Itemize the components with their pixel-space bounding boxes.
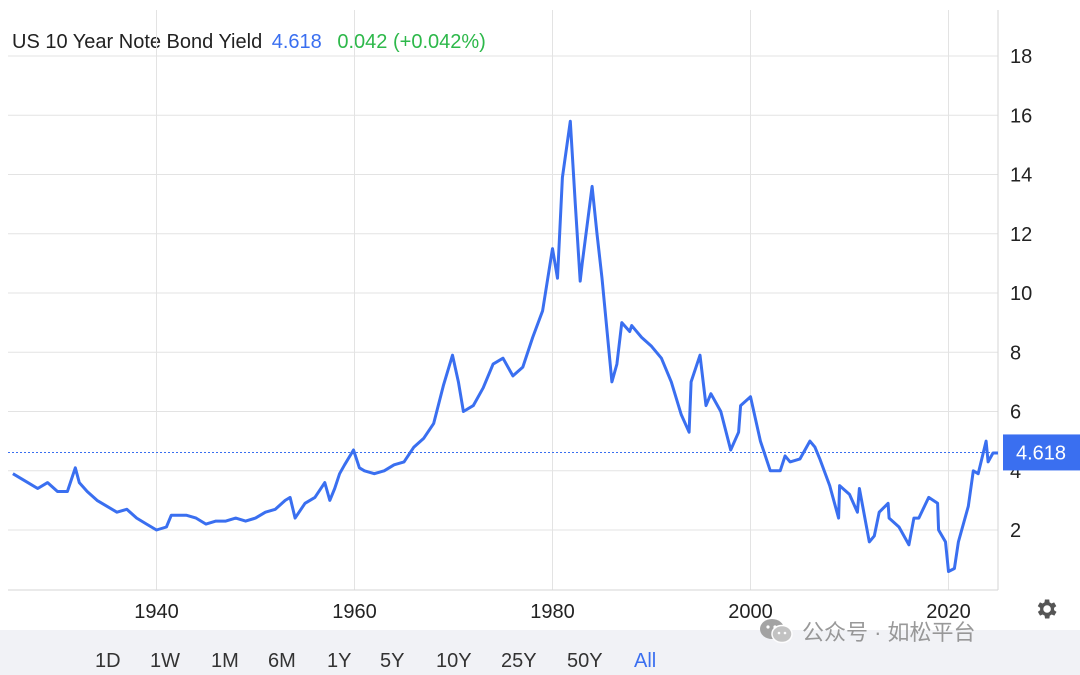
yield-line-chart[interactable]: 1940 1960 1980 2000 2020 2 4 6 8 10 12 14 16 18 4.61…: [0, 0, 1080, 630]
y-tick-label: 14: [1010, 165, 1032, 187]
y-tick-label: 18: [1010, 46, 1032, 68]
current-value-label: 4.618: [1016, 442, 1066, 464]
range-button-1w[interactable]: 1W: [150, 650, 180, 672]
instrument-title: US 10 Year Note Bond Yield: [12, 31, 263, 53]
chart-header: US 10 Year Note Bond Yield 4.618 0.042 (…: [12, 31, 486, 54]
wechat-icon: [760, 619, 793, 644]
range-button-50y[interactable]: 50Y: [567, 650, 603, 672]
x-axis-ticks: 1940 1960 1980 2000 2020: [134, 601, 971, 623]
y-tick-label: 6: [1010, 402, 1021, 424]
series-line-us10y: [12, 119, 998, 573]
watermark: 公众号 · 如松平台: [758, 615, 976, 647]
range-button-6m[interactable]: 6M: [268, 650, 296, 672]
price-change: 0.042 (+0.042%): [337, 31, 486, 53]
x-tick-label: 1940: [134, 601, 179, 623]
grid-lines: [8, 10, 999, 591]
time-range-bar: 1D 1W 1M 6M 1Y 5Y 10Y 25Y 50Y All: [0, 630, 1080, 675]
current-value-tag-bg: [1003, 434, 1080, 471]
range-button-all[interactable]: All: [634, 650, 657, 672]
current-value-tag: 4.618: [1003, 434, 1080, 471]
x-tick-label: 1980: [530, 601, 575, 623]
last-price: 4.618: [271, 31, 322, 53]
watermark-text: 公众号 · 如松平台: [802, 620, 976, 645]
y-tick-label: 10: [1010, 283, 1032, 305]
range-button-1d[interactable]: 1D: [95, 650, 121, 672]
x-tick-label: 2000: [728, 601, 773, 623]
y-tick-label: 16: [1010, 105, 1032, 127]
y-axis-ticks: 2 4 6 8 10 12 14 16 18: [1010, 46, 1032, 542]
x-tick-label: 1960: [332, 601, 377, 623]
gear-icon[interactable]: [1033, 596, 1059, 622]
range-button-1y[interactable]: 1Y: [327, 650, 352, 672]
range-button-5y[interactable]: 5Y: [380, 650, 405, 672]
range-button-1m[interactable]: 1M: [211, 650, 239, 672]
range-button-25y[interactable]: 25Y: [501, 650, 537, 672]
y-tick-label: 2: [1010, 520, 1021, 542]
x-tick-label: 2020: [926, 601, 971, 623]
range-button-10y[interactable]: 10Y: [436, 650, 472, 672]
y-tick-label: 12: [1010, 224, 1032, 246]
y-tick-label: 4: [1010, 461, 1021, 483]
y-tick-label: 8: [1010, 342, 1021, 364]
